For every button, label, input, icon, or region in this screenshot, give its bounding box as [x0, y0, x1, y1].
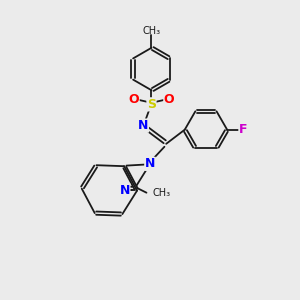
Text: N: N [145, 157, 155, 170]
Text: CH₃: CH₃ [152, 188, 170, 198]
Text: S: S [147, 98, 156, 111]
Text: N: N [138, 119, 148, 132]
Text: CH₃: CH₃ [142, 26, 160, 36]
Text: O: O [164, 93, 175, 106]
Text: O: O [128, 93, 139, 106]
Text: F: F [239, 123, 248, 136]
Text: N: N [119, 184, 130, 197]
